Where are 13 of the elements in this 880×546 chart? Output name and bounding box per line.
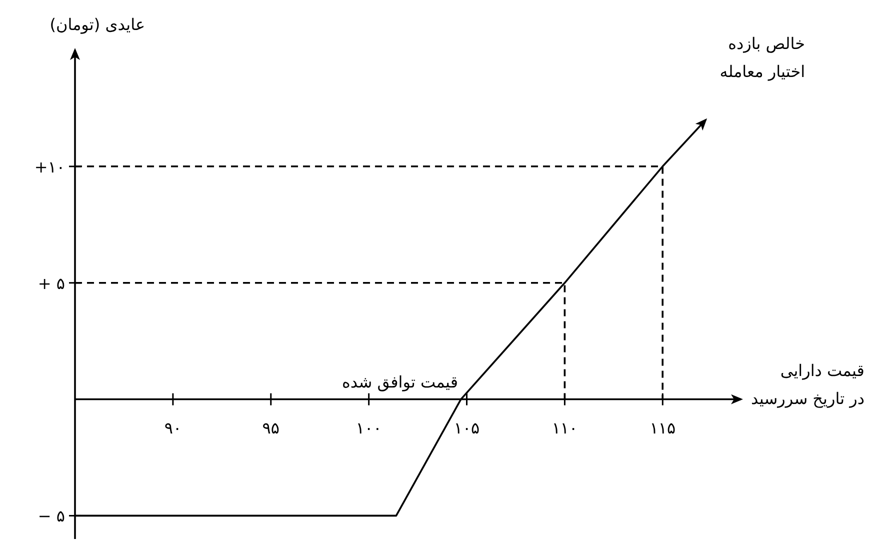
y-tick-label: +۱۰ [34, 157, 65, 176]
x-tick-label: ۱۰۵ [454, 418, 480, 438]
x-tick-label: ۱۰۰ [356, 418, 382, 438]
y-axis-title: عایدی (تومان) [50, 15, 145, 34]
text: خالص بازده اختیار معامله [720, 32, 806, 83]
x-tick-label: ۹۵ [262, 418, 280, 438]
x-tick-label: ۱۱۰ [552, 418, 578, 438]
x-tick-label: ۹۰ [164, 418, 182, 438]
y-tick-label: − ۵ [38, 506, 65, 526]
y-tick-label: + ۵ [38, 274, 65, 293]
x-axis-title: قیمت دارایی در تاریخ سررسید [751, 360, 864, 410]
annotation: قیمت توافق شده [342, 372, 458, 392]
x-tick-label: ۱۱۵ [650, 418, 676, 438]
